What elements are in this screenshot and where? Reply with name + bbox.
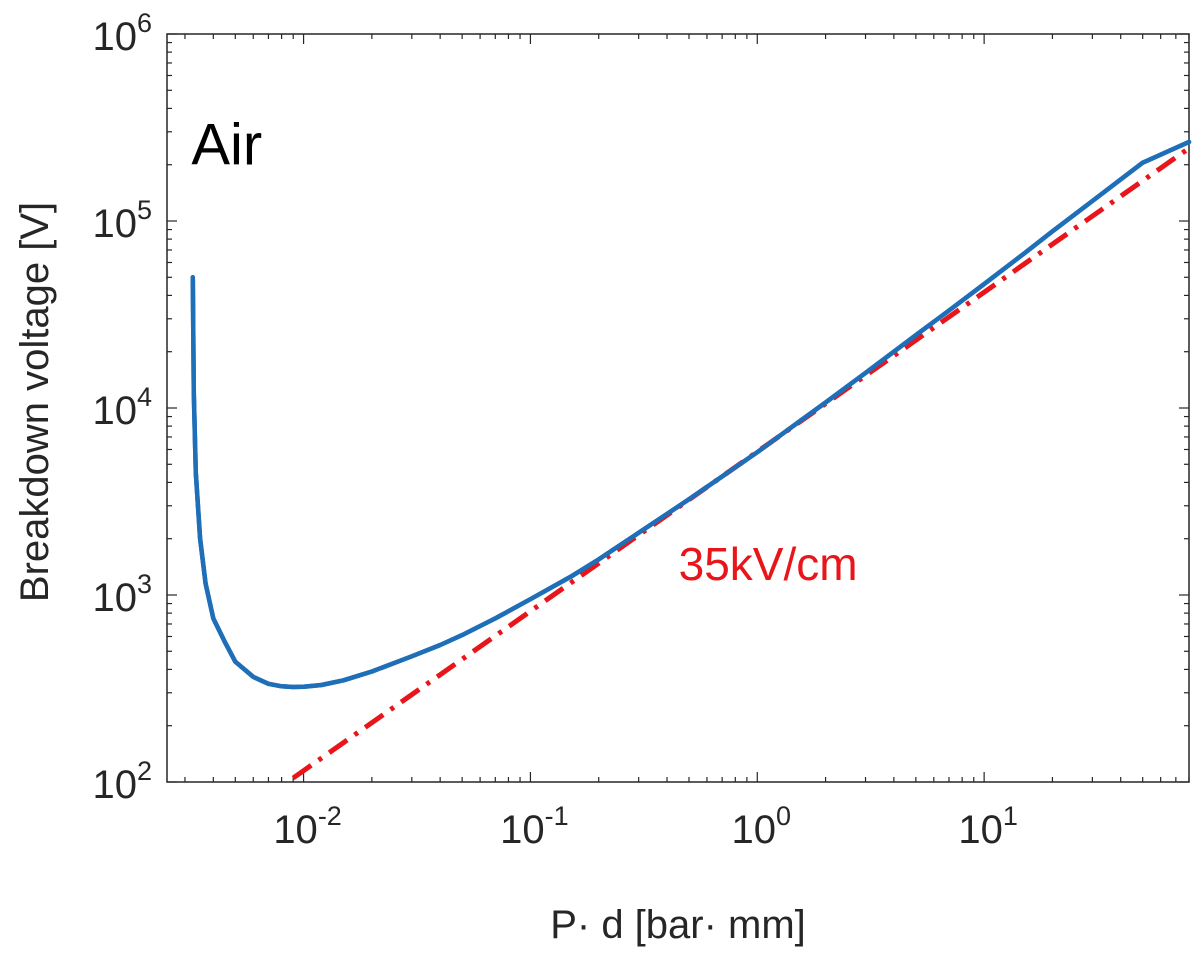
annotations: Air 35kV/cm: [191, 113, 857, 590]
y-tick-label: 105: [92, 195, 152, 246]
x-tick-label: 101: [958, 801, 1018, 852]
x-tick-labels: 10-2 10-1 100 101: [273, 801, 1018, 852]
minor-ticks: [167, 33, 1190, 783]
x-tick-label: 10-1: [500, 801, 569, 852]
plot-frame: [166, 33, 1190, 783]
series-lines: [190, 139, 1192, 781]
y-tick-label: 104: [92, 382, 152, 433]
annotation-35kv-cm: 35kV/cm: [679, 538, 858, 590]
x-tick-label: 10-2: [273, 801, 342, 852]
x-tick-label: 100: [732, 801, 792, 852]
y-tick-label: 103: [92, 569, 152, 620]
annotation-air: Air: [191, 113, 262, 178]
series-line-breakdown-voltage-top: [190, 139, 1192, 690]
plot-axes: [166, 33, 1190, 783]
series-line-breakdown-voltage: [190, 139, 1192, 690]
x-axis-label: P· d [bar· mm]: [550, 903, 806, 947]
y-axis-label: Breakdown voltage [V]: [13, 202, 57, 602]
y-tick-label: 106: [92, 8, 152, 59]
y-tick-labels: 102 103 104 105 106: [92, 8, 152, 807]
y-tick-label: 102: [92, 756, 152, 807]
